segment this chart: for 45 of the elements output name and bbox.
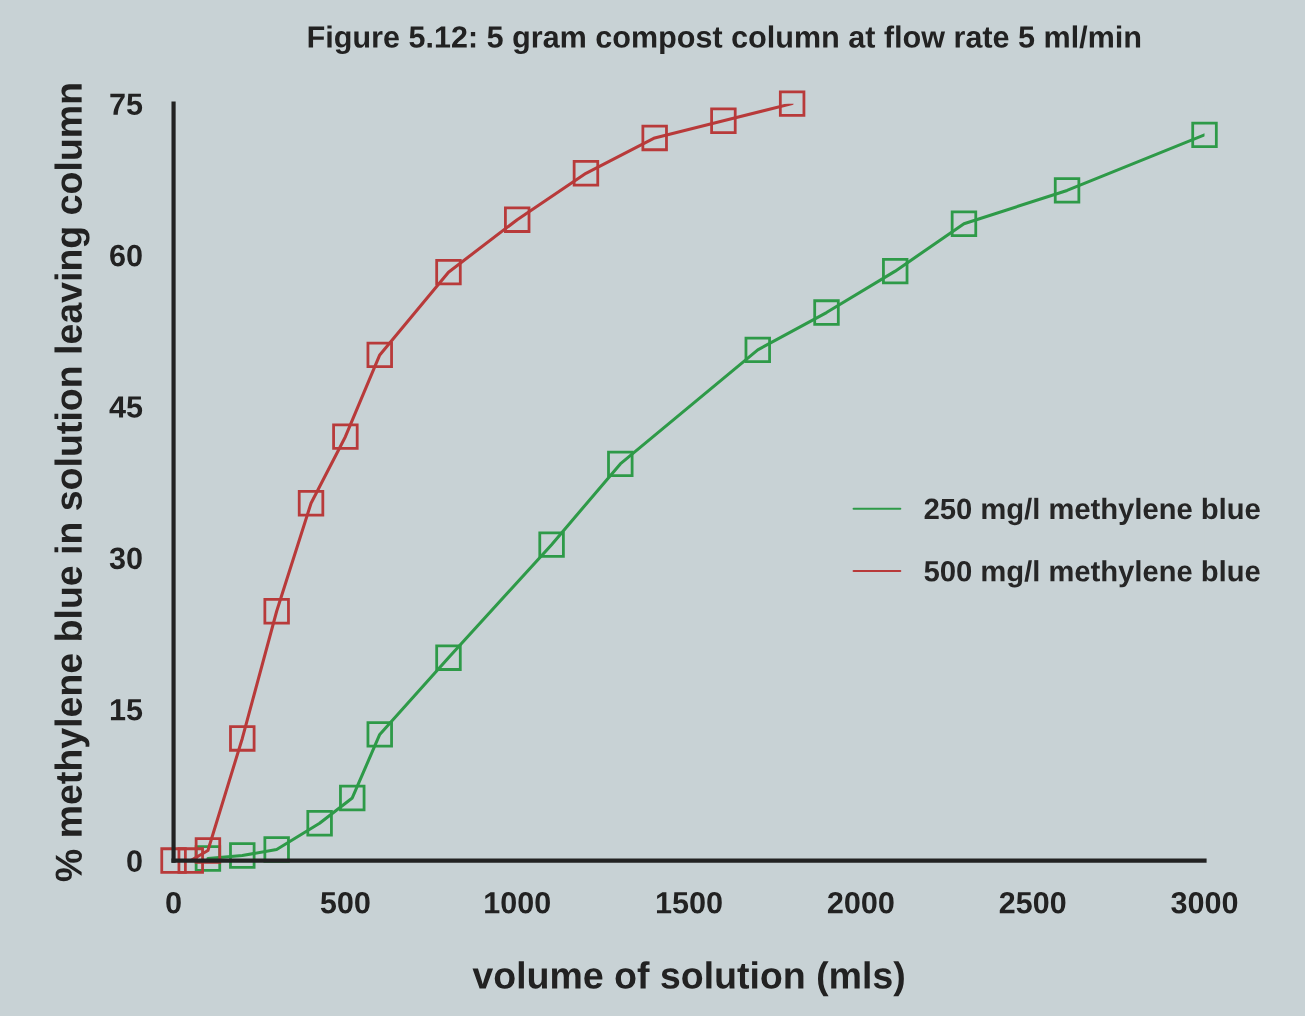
point xyxy=(641,124,668,152)
point xyxy=(297,490,325,517)
point xyxy=(339,784,366,812)
point xyxy=(882,257,909,285)
point xyxy=(160,847,187,874)
legend-label: 500 mg/l methylene blue xyxy=(924,560,1260,588)
chart-title: Figure 5.12: 5 gram compost column at flow rate 5 ml/min xyxy=(308,25,1141,55)
point xyxy=(435,258,462,286)
x-tick-label: 0 xyxy=(166,891,181,914)
point xyxy=(177,847,204,874)
point xyxy=(1191,121,1218,149)
point xyxy=(366,341,393,369)
y-tick-label: 30 xyxy=(109,547,142,570)
point xyxy=(572,160,600,187)
y-tick-label: 60 xyxy=(110,244,142,267)
point xyxy=(538,531,565,558)
point xyxy=(1053,177,1081,204)
point xyxy=(194,837,222,864)
x-axis-title: volume of solution (mls) xyxy=(472,961,904,997)
point xyxy=(813,299,840,326)
point xyxy=(950,210,978,237)
y-tick-label: 45 xyxy=(109,396,143,418)
point xyxy=(366,721,393,748)
point xyxy=(744,336,771,364)
point xyxy=(332,423,359,450)
point xyxy=(306,810,333,837)
point xyxy=(504,206,531,233)
point xyxy=(263,598,290,625)
point xyxy=(229,725,256,752)
y-tick-label: 15 xyxy=(110,699,143,721)
point xyxy=(607,450,634,478)
x-tick-label: 2500 xyxy=(999,891,1066,914)
x-tick-label: 2000 xyxy=(827,891,894,914)
point xyxy=(435,644,462,671)
x-tick-label: 500 xyxy=(320,891,370,914)
x-tick-label: 1000 xyxy=(485,891,550,914)
point xyxy=(778,90,806,117)
legend-label: 250 mg/l methylene blue xyxy=(924,497,1260,526)
y-tick-label: 75 xyxy=(110,93,143,115)
x-tick-label: 1500 xyxy=(656,891,722,914)
point xyxy=(229,842,256,869)
x-tick-label: 3000 xyxy=(1171,891,1238,914)
y-tick-label: 0 xyxy=(127,850,142,872)
point xyxy=(710,107,737,134)
y-axis-title: % methylene blue in solution leaving column xyxy=(54,84,90,882)
